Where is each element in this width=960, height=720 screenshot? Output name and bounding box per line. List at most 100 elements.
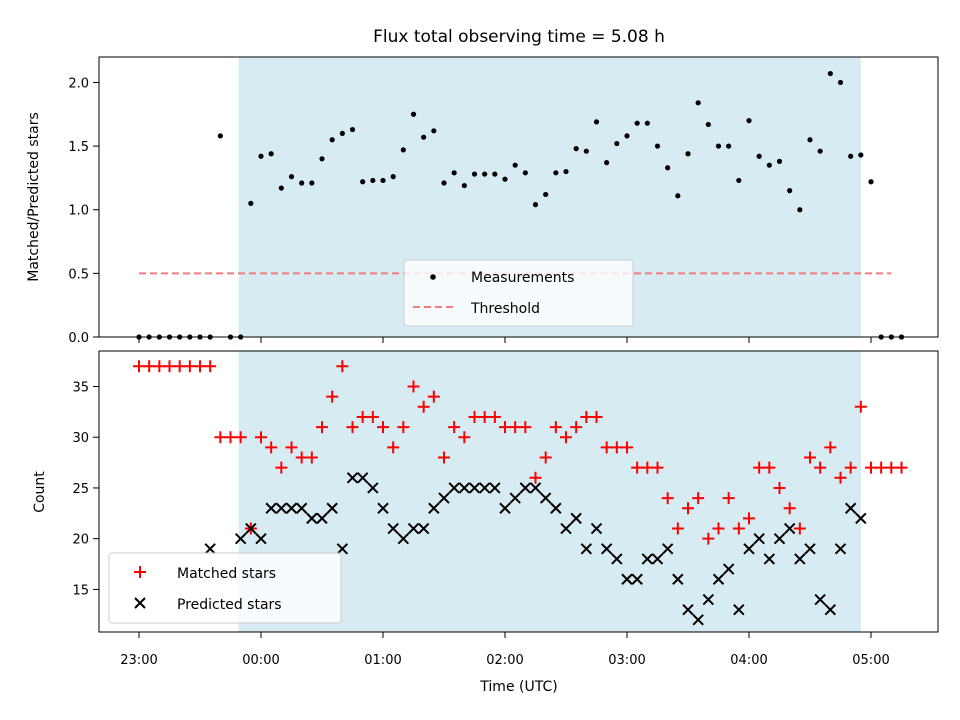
measurement-point [837, 79, 844, 86]
bottom-panel: 15 20 25 30 35 23:00 00:00 01:00 02:00 03:00 04:0… [32, 350, 939, 695]
matched-star-point [214, 431, 227, 444]
predicted-star-point [733, 603, 745, 616]
predicted-star-point [438, 492, 450, 504]
matched-star-point [458, 431, 471, 444]
x-axis-title: Time (UTC) [479, 679, 557, 695]
matched-star-point [326, 390, 339, 403]
predicted-star-point [316, 512, 328, 525]
predicted-star-point [783, 522, 796, 535]
matched-star-point [427, 390, 440, 403]
bottom-matched-stars [133, 360, 908, 545]
predicted-star-point [367, 482, 379, 494]
matched-star-point [366, 410, 379, 423]
predicted-star-point [306, 512, 318, 525]
bottom-predicted-stars [204, 472, 867, 626]
measurement-point [258, 153, 264, 159]
predicted-star-point [794, 553, 806, 565]
matched-star-point [387, 441, 400, 454]
matched-star-point [549, 421, 562, 434]
predicted-star-point [458, 482, 471, 494]
measurement-point [522, 170, 528, 176]
predicted-star-point [641, 553, 654, 565]
measurement-point [502, 176, 508, 182]
legend-label-measurements: Measurements [471, 270, 574, 286]
measurement-point [553, 170, 559, 176]
predicted-star-point [489, 482, 501, 494]
predicted-star-point [397, 532, 410, 545]
matched-star-point [316, 421, 328, 434]
predicted-star-point [600, 543, 613, 555]
measurement-point [675, 193, 681, 199]
matched-star-point [509, 421, 522, 434]
x-tick-label: 04:00 [730, 653, 767, 668]
top-x-ticks [138, 337, 872, 343]
bottom-legend-box [108, 552, 342, 624]
matched-star-point [773, 481, 786, 494]
predicted-star-point [499, 502, 511, 514]
matched-star-point [610, 441, 623, 454]
matched-star-point [255, 431, 267, 444]
x-tick-label: 23:00 [120, 653, 157, 668]
measurement-point [441, 180, 447, 186]
legend-marker-matched [134, 566, 146, 578]
predicted-star-point [590, 522, 603, 535]
measurement-point [756, 153, 762, 159]
measurement-point [797, 207, 803, 213]
matched-star-point [173, 360, 186, 373]
x-tick-label: 00:00 [242, 653, 279, 668]
matched-star-point [793, 522, 806, 535]
predicted-star-point [611, 553, 623, 565]
measurement-point [482, 171, 488, 177]
matched-star-point [407, 380, 420, 393]
measurement-point [817, 148, 823, 154]
predicted-star-point [712, 573, 725, 585]
predicted-star-point [509, 492, 521, 504]
matched-star-point [356, 410, 369, 423]
y-tick-label: 0.5 [68, 267, 89, 282]
bottom-legend: Matched stars Predicted stars [108, 552, 342, 624]
predicted-star-point [255, 532, 267, 545]
measurement-point [827, 70, 833, 77]
measurement-point [705, 121, 711, 128]
y-tick-label: 35 [72, 381, 89, 396]
matched-star-point [468, 410, 481, 423]
matched-star-point [478, 410, 491, 423]
predicted-star-point [773, 532, 786, 545]
predicted-star-point [285, 502, 298, 514]
y-tick-label: 15 [72, 583, 89, 598]
measurement-point [685, 151, 691, 157]
matched-star-point [671, 522, 684, 535]
measurement-point [309, 180, 315, 186]
matched-star-point [682, 502, 694, 515]
predicted-star-point [804, 543, 816, 555]
top-measurements [136, 70, 905, 340]
predicted-star-point [631, 573, 643, 585]
top-y-axis: 0.0 0.5 1.0 1.5 2.0 [68, 76, 99, 346]
predicted-star-point [672, 573, 684, 585]
measurement-point [299, 180, 305, 186]
matched-star-point [844, 461, 857, 474]
measurement-point [492, 171, 498, 177]
matched-star-point [397, 421, 410, 434]
matched-star-point [702, 532, 715, 545]
predicted-star-point [356, 472, 369, 484]
measurement-point [349, 126, 356, 133]
predicted-star-point [834, 543, 847, 555]
matched-star-point [590, 410, 603, 423]
matched-star-point [519, 421, 532, 434]
predicted-star-point [478, 482, 491, 494]
predicted-star-point [519, 482, 532, 494]
y-tick-label: 20 [72, 533, 89, 548]
measurement-point [665, 165, 671, 171]
matched-star-point [438, 451, 450, 464]
measurement-point [471, 171, 478, 177]
predicted-star-point [407, 522, 420, 535]
matched-star-point [631, 461, 644, 474]
y-tick-label: 1.5 [68, 140, 89, 155]
predicted-star-point [682, 603, 694, 616]
matched-star-point [865, 461, 877, 474]
matched-star-point [265, 441, 278, 454]
measurement-point [614, 140, 620, 147]
measurement-point [776, 158, 783, 164]
